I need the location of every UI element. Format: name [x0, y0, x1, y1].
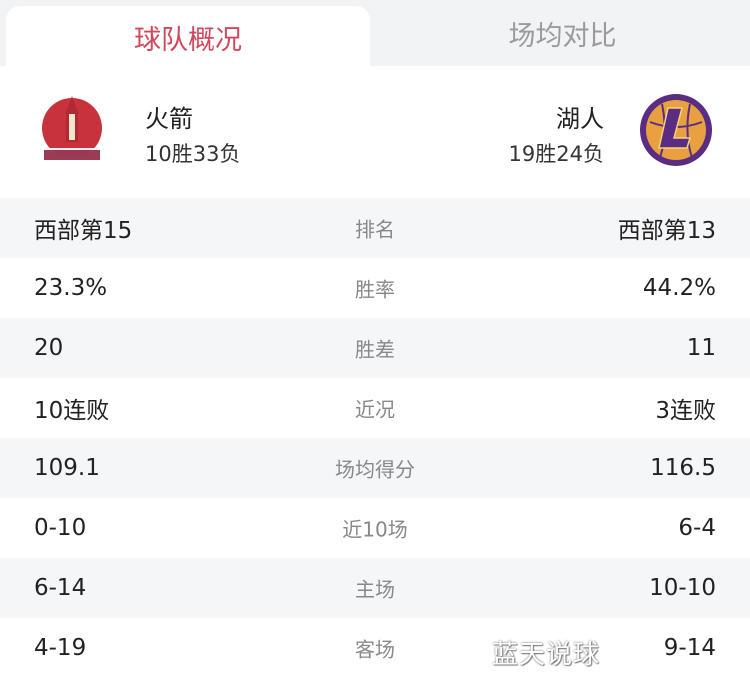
- table-row: 西部第15 排名 西部第13: [0, 198, 750, 258]
- stat-label: 胜差: [355, 337, 395, 362]
- table-row: 10连败 近况 3连败: [0, 378, 750, 438]
- home-team-name: 火箭: [145, 105, 193, 133]
- home-value: 4-19: [34, 635, 87, 661]
- stats-table: 西部第15 排名 西部第13 23.3% 胜率 44.2% 20 胜差 11 10连败 近况 3…: [0, 198, 750, 678]
- home-value: 6-14: [34, 575, 87, 601]
- table-row: 4-19 客场 9-14: [0, 618, 750, 678]
- away-value: 44.2%: [642, 275, 716, 301]
- away-value: 10-10: [649, 575, 716, 601]
- home-value: 10连败: [34, 398, 110, 424]
- away-value: 11: [686, 335, 716, 361]
- home-team-record: 10胜33负: [145, 142, 241, 166]
- table-row: 6-14 主场 10-10: [0, 558, 750, 618]
- stat-label: 排名: [355, 217, 395, 242]
- stat-label: 主场: [355, 577, 395, 602]
- table-row: 20 胜差 11: [0, 318, 750, 378]
- stat-label: 近10场: [342, 517, 408, 542]
- away-team-name: 湖人: [556, 105, 604, 133]
- home-value: 23.3%: [34, 275, 108, 301]
- tab-average-comparison[interactable]: 场均对比: [508, 20, 617, 52]
- teams-header: 火箭 10胜33负 湖人 19胜24负: [0, 66, 750, 198]
- lakers-logo-icon: [640, 94, 712, 166]
- home-value: 西部第15: [34, 218, 133, 244]
- away-value: 西部第13: [617, 218, 716, 244]
- table-row: 23.3% 胜率 44.2%: [0, 258, 750, 318]
- tab-team-overview[interactable]: 球队概况: [6, 6, 370, 68]
- home-value: 0-10: [34, 515, 87, 541]
- stat-label: 近况: [355, 397, 395, 422]
- home-value: 109.1: [34, 455, 100, 481]
- home-value: 20: [34, 335, 64, 361]
- table-row: 0-10 近10场 6-4: [0, 498, 750, 558]
- away-value: 6-4: [678, 515, 716, 541]
- away-team-record: 19胜24负: [508, 142, 604, 166]
- away-value: 9-14: [663, 635, 716, 661]
- stat-label: 客场: [355, 637, 395, 662]
- rockets-logo-icon: [38, 96, 106, 162]
- table-row: 109.1 场均得分 116.5: [0, 438, 750, 498]
- watermark: 蓝天说球: [491, 640, 600, 670]
- tab-bar: 球队概况 场均对比: [0, 0, 750, 68]
- away-value: 3连败: [655, 398, 716, 424]
- stat-label: 胜率: [355, 277, 395, 302]
- stat-label: 场均得分: [335, 457, 415, 482]
- away-value: 116.5: [650, 455, 716, 481]
